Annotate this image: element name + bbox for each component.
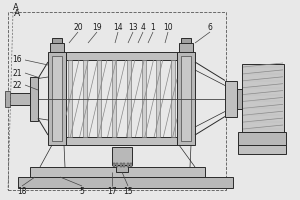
Text: 4: 4 [141, 22, 146, 31]
Bar [52, 38, 62, 43]
Bar [225, 80, 237, 116]
Text: 19: 19 [92, 22, 102, 31]
Bar [8, 12, 226, 190]
Bar [18, 177, 233, 188]
Bar [30, 76, 38, 120]
Bar [179, 43, 193, 52]
Bar [171, 60, 175, 137]
Bar [120, 163, 122, 167]
Bar [66, 137, 177, 145]
Bar [52, 56, 62, 141]
Text: 14: 14 [113, 22, 123, 31]
Bar [237, 88, 242, 108]
Bar [5, 90, 10, 106]
Bar [238, 145, 286, 154]
Bar [181, 56, 191, 141]
Bar [181, 38, 191, 43]
Text: 1: 1 [151, 22, 155, 31]
Text: 20: 20 [73, 22, 83, 31]
Bar [48, 52, 66, 145]
Text: 10: 10 [163, 22, 173, 31]
Text: 6: 6 [208, 22, 212, 31]
Text: 18: 18 [17, 188, 27, 196]
Bar [83, 60, 87, 137]
Text: 13: 13 [128, 22, 138, 31]
Text: 17: 17 [107, 188, 117, 196]
Bar [68, 60, 72, 137]
Bar [66, 52, 177, 60]
Bar [50, 43, 64, 52]
Text: A: A [13, 3, 19, 12]
Bar [123, 163, 125, 167]
Bar [112, 147, 132, 165]
Bar [112, 60, 116, 137]
Text: A: A [14, 9, 20, 18]
Bar [116, 163, 119, 167]
Bar [242, 64, 284, 132]
Bar [30, 167, 205, 177]
Bar [142, 60, 146, 137]
Bar [8, 92, 30, 104]
Bar [116, 165, 128, 172]
Bar [113, 163, 115, 167]
Bar [98, 60, 101, 137]
Text: 15: 15 [123, 188, 133, 196]
Bar [127, 163, 129, 167]
Text: 16: 16 [12, 55, 22, 64]
Bar [156, 60, 160, 137]
Bar [177, 52, 195, 145]
Text: 22: 22 [12, 80, 22, 90]
Bar [238, 132, 286, 145]
Text: 21: 21 [12, 68, 22, 77]
Bar [130, 163, 132, 167]
Text: 5: 5 [80, 188, 84, 196]
Bar [127, 60, 131, 137]
